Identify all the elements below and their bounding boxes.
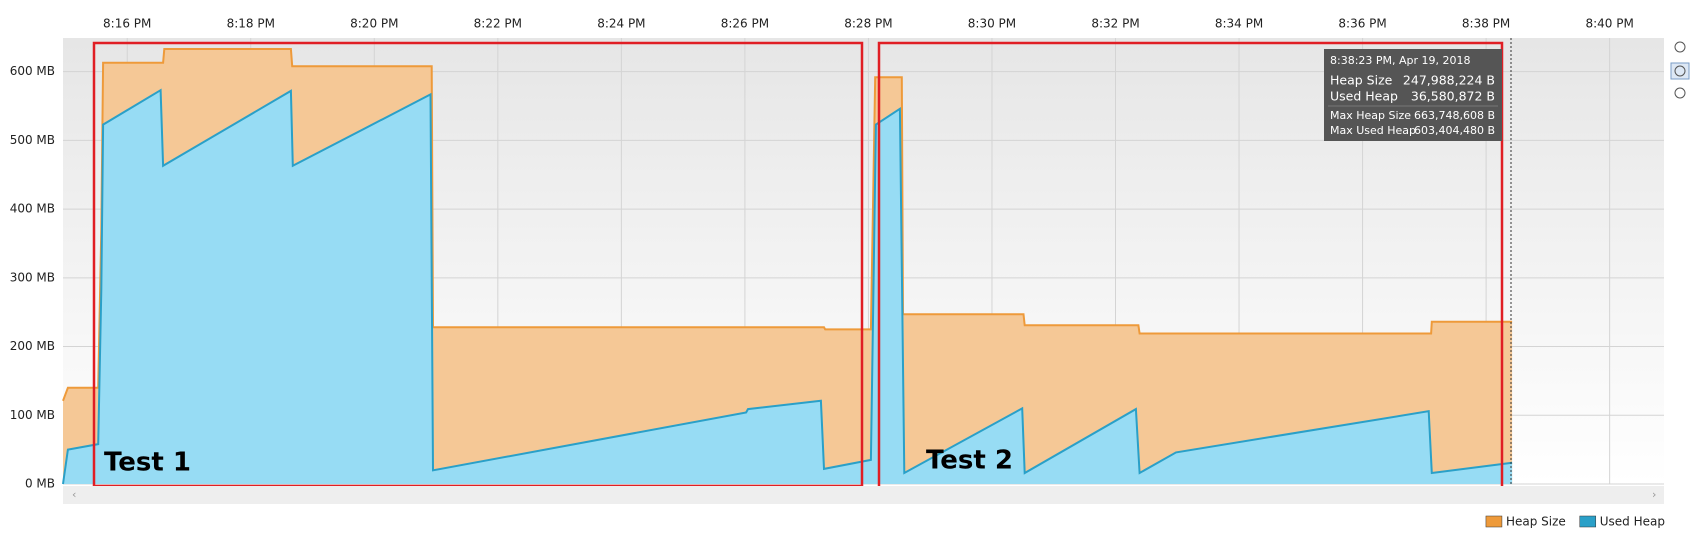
tooltip-label: Max Used Heap — [1330, 124, 1416, 137]
x-tick-label: 8:24 PM — [597, 17, 645, 31]
areas — [62, 48, 1513, 485]
scrollbar[interactable] — [63, 486, 1664, 504]
zoom-fit-icon — [1674, 65, 1686, 77]
tooltip-value: 663,748,608 B — [1414, 109, 1495, 122]
y-tick-label: 600 MB — [10, 64, 55, 78]
y-tick-label: 0 MB — [25, 477, 55, 491]
legend-label: Heap Size — [1506, 515, 1566, 529]
tooltip-value: 603,404,480 B — [1414, 124, 1495, 137]
y-tick-label: 100 MB — [10, 408, 55, 422]
tooltip-label: Heap Size — [1330, 73, 1393, 88]
tooltip: 8:38:23 PM, Apr 19, 2018 Heap Size 247,988… — [1324, 49, 1502, 141]
x-tick-label: 8:28 PM — [844, 17, 892, 31]
scroll-right[interactable]: › — [1652, 488, 1656, 501]
tooltip-label: Max Heap Size — [1330, 109, 1411, 122]
zoom-out[interactable] — [1674, 87, 1686, 99]
x-tick-label: 8:16 PM — [103, 17, 151, 31]
legend-swatch — [1579, 515, 1597, 528]
legend-swatch — [1485, 515, 1503, 528]
y-tick-label: 500 MB — [10, 133, 55, 147]
annotation: Test 2 — [926, 446, 1013, 476]
x-tick-label: 8:32 PM — [1091, 17, 1139, 31]
x-tick-label: 8:38 PM — [1462, 17, 1510, 31]
x-tick-label: 8:36 PM — [1338, 17, 1386, 31]
legend-label: Used Heap — [1600, 515, 1665, 529]
x-tick-label: 8:34 PM — [1215, 17, 1263, 31]
tooltip-value: 247,988,224 B — [1403, 73, 1495, 88]
x-tick-label: 8:18 PM — [227, 17, 275, 31]
tooltip-box — [1324, 49, 1502, 141]
tooltip-time: 8:38:23 PM, Apr 19, 2018 — [1330, 54, 1471, 67]
tooltip-value: 36,580,872 B — [1411, 89, 1495, 104]
annotation: Test 1 — [104, 448, 191, 478]
zoom-fit[interactable] — [1670, 62, 1690, 80]
y-tick-label: 300 MB — [10, 270, 55, 284]
y-tick-label: 400 MB — [10, 202, 55, 216]
x-tick-label: 8:26 PM — [721, 17, 769, 31]
scroll-left[interactable]: ‹ — [72, 488, 76, 501]
x-tick-label: 8:30 PM — [968, 17, 1016, 31]
zoom-tools — [1670, 41, 1690, 99]
x-tick-label: 8:40 PM — [1585, 17, 1633, 31]
area — [63, 90, 1513, 484]
y-tick-label: 200 MB — [10, 339, 55, 353]
x-tick-label: 8:22 PM — [474, 17, 522, 31]
x-tick-label: 8:20 PM — [350, 17, 398, 31]
tooltip-label: Used Heap — [1330, 89, 1398, 104]
zoom-in[interactable] — [1674, 41, 1686, 53]
area-line — [62, 88, 1513, 485]
